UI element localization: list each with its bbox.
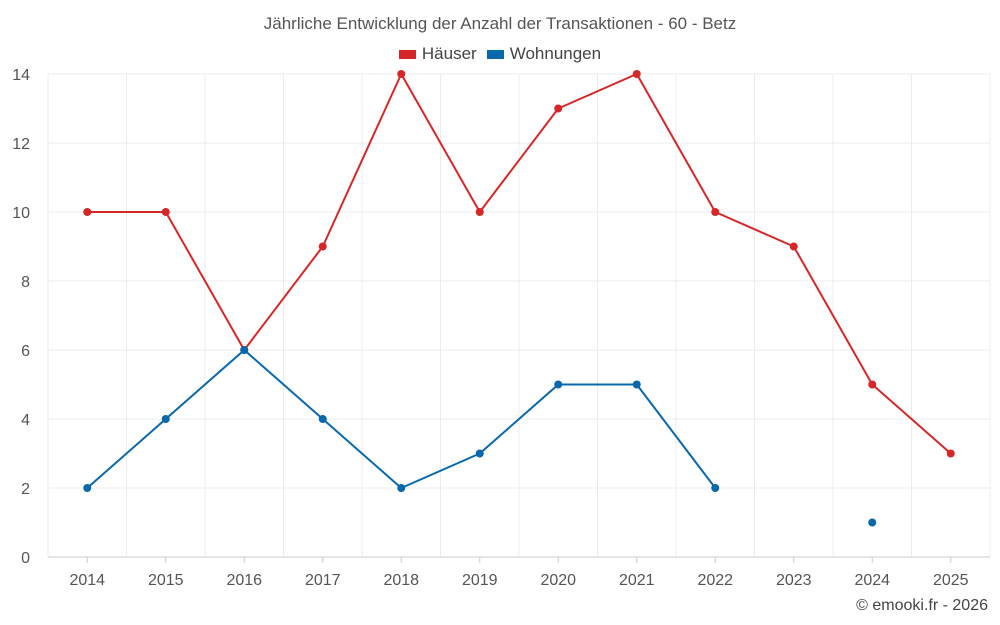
data-point-haeuser — [397, 70, 406, 78]
data-point-haeuser — [161, 208, 170, 216]
legend-label-wohnungen: Wohnungen — [509, 44, 602, 63]
data-point-haeuser — [868, 380, 877, 389]
y-tick-label: 10 — [12, 205, 30, 222]
x-tick-label: 2024 — [854, 572, 890, 589]
y-tick-label: 12 — [12, 136, 30, 153]
data-point-haeuser — [475, 208, 484, 216]
x-tick-label: 2015 — [148, 572, 184, 589]
legend-item-haeuser[interactable]: Häuser — [398, 44, 477, 64]
y-tick-label: 6 — [21, 343, 30, 360]
data-point-wohnungen — [632, 380, 641, 389]
data-point-wohnungen — [83, 484, 92, 492]
data-point-wohnungen — [161, 415, 170, 423]
data-point-haeuser — [946, 449, 955, 458]
x-tick-label: 2023 — [776, 572, 812, 589]
legend-swatch-wohnungen — [486, 49, 504, 59]
y-tick-label: 8 — [21, 274, 30, 291]
data-point-haeuser — [632, 70, 641, 78]
x-tick-label: 2021 — [619, 572, 655, 589]
x-tick-label: 2019 — [462, 572, 498, 589]
y-tick-label: 0 — [21, 550, 30, 567]
x-tick-label: 2018 — [383, 572, 419, 589]
data-point-wohnungen — [554, 380, 563, 389]
x-tick-label: 2025 — [933, 572, 969, 589]
legend-label-haeuser: Häuser — [421, 44, 477, 63]
legend: Häuser Wohnungen — [0, 44, 1000, 64]
data-point-haeuser — [554, 104, 563, 113]
credits: © emooki.fr - 2026 — [856, 597, 988, 614]
x-tick-label: 2022 — [697, 572, 733, 589]
x-tick-label: 2020 — [540, 572, 576, 589]
x-tick-label: 2017 — [305, 572, 341, 589]
data-point-wohnungen — [397, 484, 406, 492]
y-tick-label: 14 — [12, 67, 30, 84]
grid — [47, 73, 991, 558]
x-tick-label: 2016 — [226, 572, 262, 589]
axes: 0 2 4 6 8 10 12 14 2014 2015 2016 2017 2018 2019 2020 2… — [12, 67, 968, 589]
legend-item-wohnungen[interactable]: Wohnungen — [486, 44, 602, 64]
x-tick-label: 2014 — [69, 572, 105, 589]
data-point-wohnungen — [868, 518, 877, 527]
y-tick-label: 4 — [21, 412, 30, 429]
data-point-haeuser — [711, 208, 720, 216]
data-point-haeuser — [83, 208, 92, 216]
series-line-haeuser — [87, 73, 952, 455]
data-point-wohnungen — [711, 484, 720, 492]
series-layer — [83, 70, 955, 527]
data-point-wohnungen — [475, 449, 484, 458]
data-point-wohnungen — [318, 415, 327, 423]
y-tick-label: 2 — [21, 481, 30, 498]
data-point-haeuser — [789, 242, 798, 251]
data-point-wohnungen — [240, 346, 249, 354]
data-point-haeuser — [318, 242, 327, 251]
chart-title: Jährliche Entwicklung der Anzahl der Tra… — [263, 14, 737, 33]
legend-swatch-haeuser — [398, 49, 416, 59]
